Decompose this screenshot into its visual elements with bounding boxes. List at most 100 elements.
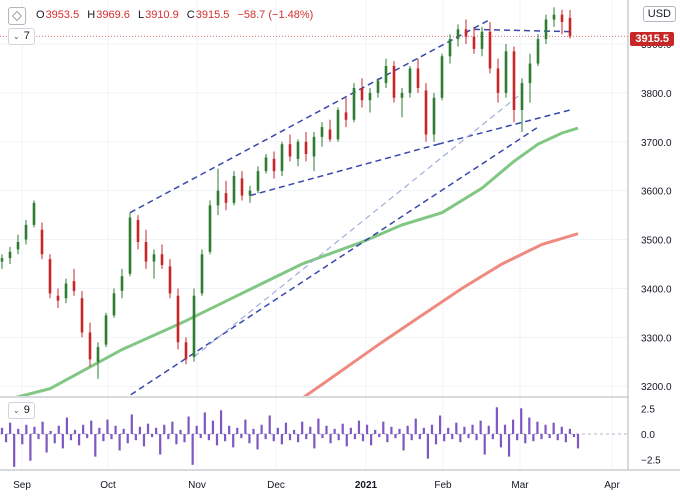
- histogram-bar: [126, 434, 129, 444]
- histogram-bar: [297, 434, 300, 443]
- candle-body: [40, 229, 44, 255]
- histogram-bar: [365, 424, 369, 434]
- ma-fast-line: [15, 126, 579, 396]
- histogram-bar: [451, 434, 454, 440]
- low-value: 3910.9: [145, 9, 179, 21]
- sub-y-tick-label: 2.5: [641, 404, 655, 415]
- candle-body: [488, 31, 492, 69]
- histogram-bar: [29, 434, 32, 461]
- histogram-bar: [232, 434, 235, 448]
- histogram-bar: [207, 434, 210, 441]
- histogram-bar: [426, 434, 430, 459]
- change-value: −58.7 (−1.48%): [237, 9, 314, 21]
- candle-body: [32, 202, 36, 225]
- histogram-bar: [301, 421, 304, 434]
- histogram-bar: [13, 434, 16, 467]
- histogram-bar: [337, 434, 340, 441]
- histogram-bar: [86, 434, 89, 439]
- currency-button[interactable]: USD: [642, 6, 676, 22]
- histogram-bar: [487, 425, 490, 434]
- chevron-down-icon: ⌄: [13, 32, 20, 41]
- histogram-bar: [17, 428, 20, 434]
- candle-body: [344, 112, 348, 120]
- histogram-bar: [422, 427, 425, 434]
- candle-body: [136, 220, 140, 242]
- x-tick-label: 2021: [355, 480, 378, 491]
- chart-settings-icon[interactable]: [8, 7, 26, 25]
- candle-body: [360, 88, 364, 101]
- histogram-bar: [102, 434, 105, 442]
- histogram-bar: [333, 428, 336, 434]
- histogram-bar: [520, 408, 523, 434]
- histogram-bar: [61, 434, 64, 449]
- histogram-bar: [73, 429, 77, 434]
- candle-body: [288, 144, 292, 157]
- x-tick-label: Mar: [511, 480, 529, 491]
- candle-body: [416, 68, 420, 88]
- candle-body: [328, 129, 332, 140]
- candle-body: [216, 190, 220, 206]
- y-tick-label: 3300.0: [641, 333, 672, 344]
- candle-body: [296, 141, 300, 159]
- histogram-bar: [341, 423, 344, 434]
- histogram-bar: [264, 434, 267, 440]
- x-tick-label: Nov: [188, 480, 206, 491]
- histogram-bar: [516, 434, 519, 441]
- histogram-bar: [292, 429, 296, 434]
- histogram-bar: [146, 423, 150, 434]
- x-tick-label: Feb: [434, 480, 452, 491]
- histogram-bar: [41, 421, 44, 434]
- histogram-bar: [402, 434, 405, 451]
- chevron-down-icon: ⌄: [13, 406, 20, 415]
- candle-body: [552, 14, 556, 20]
- histogram-bar: [447, 427, 450, 434]
- candle-body: [240, 178, 244, 196]
- candle-body: [0, 258, 4, 262]
- sub-indicator-badge[interactable]: ⌄ 9: [8, 402, 35, 419]
- candle-body: [72, 281, 76, 291]
- trendline: [473, 28, 575, 33]
- histogram-bar: [98, 427, 101, 434]
- histogram-bar: [548, 434, 551, 439]
- main-indicator-badge[interactable]: ⌄ 7: [8, 28, 35, 45]
- candle-body: [320, 127, 324, 137]
- candle-body: [536, 39, 540, 64]
- candle-body: [400, 92, 404, 98]
- candle-body: [192, 295, 196, 357]
- candle-body: [352, 88, 356, 120]
- histogram-bar: [187, 416, 190, 434]
- histogram-bar: [394, 434, 397, 439]
- histogram-bar: [236, 427, 239, 434]
- y-tick-label: 3200.0: [641, 382, 672, 393]
- histogram-bar: [329, 434, 332, 444]
- candle-body: [528, 63, 532, 84]
- histogram-bar: [252, 428, 255, 434]
- candle-body: [368, 92, 372, 101]
- histogram-bar: [268, 415, 271, 434]
- candle-body: [280, 144, 284, 172]
- histogram-bar: [171, 421, 174, 434]
- trendline: [193, 92, 523, 358]
- histogram-bar: [349, 427, 352, 434]
- x-tick-label: Apr: [604, 480, 620, 491]
- histogram-bar: [540, 434, 543, 440]
- trendline: [249, 143, 439, 197]
- histogram-bar: [390, 426, 393, 434]
- histogram-bar: [576, 434, 580, 449]
- candle-body: [8, 251, 12, 259]
- histogram-bar: [167, 434, 170, 440]
- candle-body: [480, 31, 484, 49]
- histogram-bar: [69, 434, 73, 441]
- histogram-bar: [471, 424, 474, 434]
- histogram-bar: [410, 434, 413, 441]
- histogram-bar: [272, 434, 275, 442]
- x-tick-label: Sep: [13, 480, 31, 491]
- histogram-bar: [284, 422, 288, 434]
- close-value: 3915.5: [195, 9, 230, 21]
- histogram-bar: [528, 417, 531, 434]
- candle-body: [568, 17, 572, 37]
- candle-body: [304, 141, 308, 154]
- histogram-bar: [511, 419, 515, 434]
- histogram-bar: [183, 434, 186, 443]
